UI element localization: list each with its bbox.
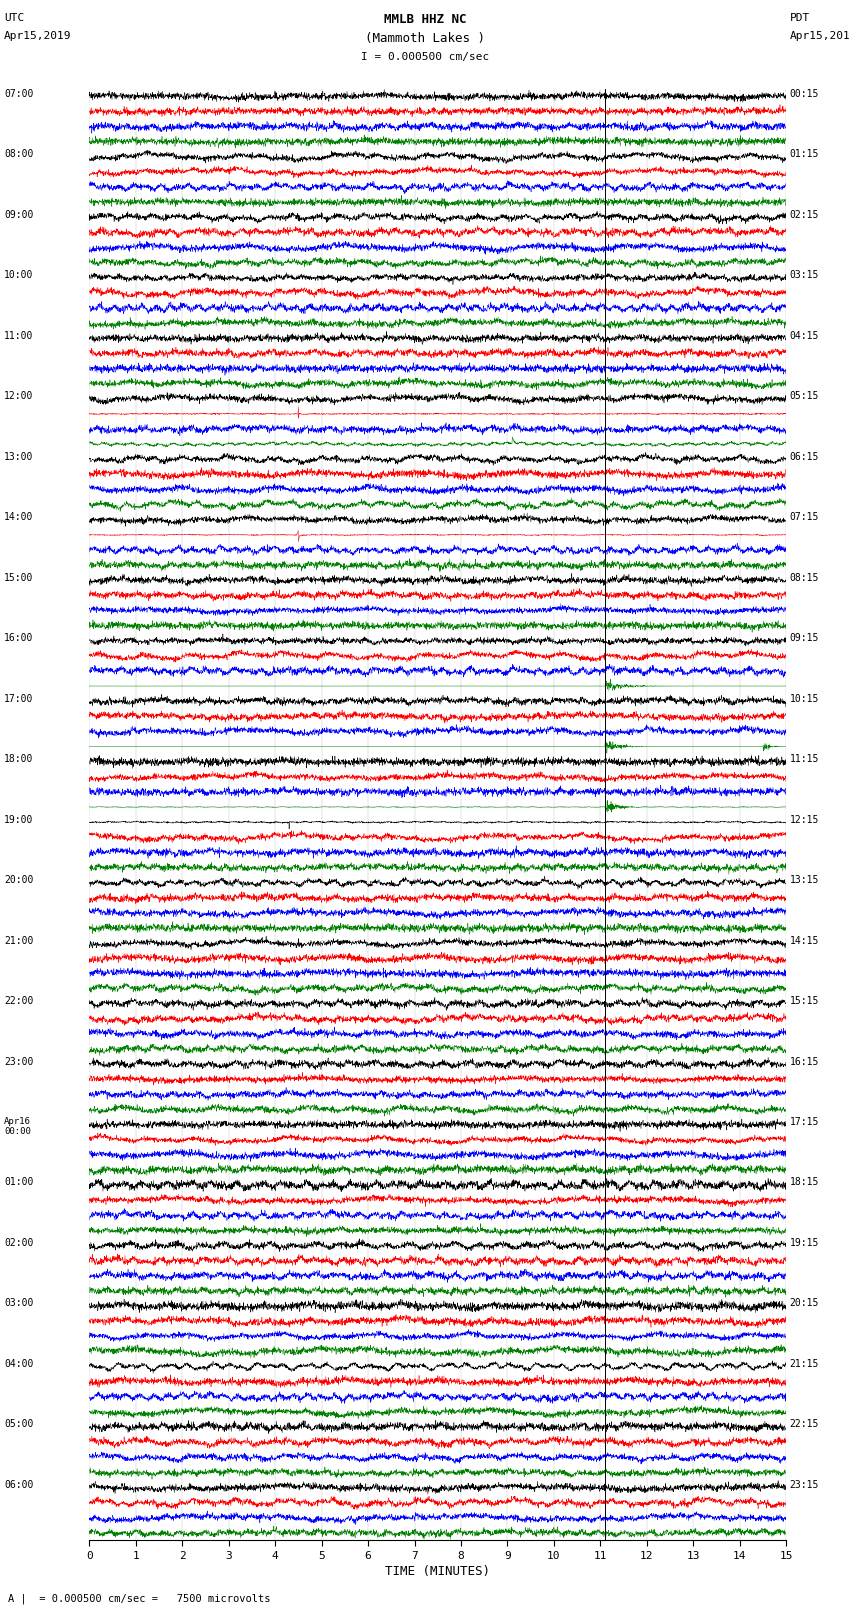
Text: PDT: PDT <box>790 13 810 23</box>
Text: 15:15: 15:15 <box>790 997 819 1007</box>
Text: 07:00: 07:00 <box>4 89 34 98</box>
Text: 03:15: 03:15 <box>790 271 819 281</box>
Text: 22:00: 22:00 <box>4 997 34 1007</box>
Text: 22:15: 22:15 <box>790 1419 819 1429</box>
Text: 07:15: 07:15 <box>790 513 819 523</box>
Text: 00:00: 00:00 <box>4 1126 31 1136</box>
Text: Apr15,2019: Apr15,2019 <box>4 31 71 40</box>
Text: 20:00: 20:00 <box>4 876 34 886</box>
Text: 18:00: 18:00 <box>4 755 34 765</box>
Text: 06:15: 06:15 <box>790 452 819 461</box>
Text: Apr16: Apr16 <box>4 1116 31 1126</box>
Text: 16:00: 16:00 <box>4 632 34 644</box>
Text: 09:00: 09:00 <box>4 210 34 219</box>
Text: 05:00: 05:00 <box>4 1419 34 1429</box>
Text: MMLB HHZ NC: MMLB HHZ NC <box>383 13 467 26</box>
Text: 05:15: 05:15 <box>790 392 819 402</box>
Text: 13:00: 13:00 <box>4 452 34 461</box>
Text: 18:15: 18:15 <box>790 1177 819 1187</box>
Text: 14:00: 14:00 <box>4 513 34 523</box>
Text: 21:00: 21:00 <box>4 936 34 945</box>
Text: 10:15: 10:15 <box>790 694 819 703</box>
Text: 04:15: 04:15 <box>790 331 819 340</box>
Text: 01:00: 01:00 <box>4 1177 34 1187</box>
Text: 19:15: 19:15 <box>790 1239 819 1248</box>
Text: 11:15: 11:15 <box>790 755 819 765</box>
Text: 02:15: 02:15 <box>790 210 819 219</box>
Text: 17:15: 17:15 <box>790 1116 819 1127</box>
Text: 15:00: 15:00 <box>4 573 34 582</box>
Text: 21:15: 21:15 <box>790 1358 819 1369</box>
Text: 12:15: 12:15 <box>790 815 819 824</box>
Text: 08:15: 08:15 <box>790 573 819 582</box>
Text: 03:00: 03:00 <box>4 1298 34 1308</box>
Text: 12:00: 12:00 <box>4 392 34 402</box>
Text: 23:00: 23:00 <box>4 1057 34 1066</box>
Text: 10:00: 10:00 <box>4 271 34 281</box>
Text: 16:15: 16:15 <box>790 1057 819 1066</box>
Text: 17:00: 17:00 <box>4 694 34 703</box>
Text: 00:15: 00:15 <box>790 89 819 98</box>
Text: 20:15: 20:15 <box>790 1298 819 1308</box>
Text: 09:15: 09:15 <box>790 632 819 644</box>
Text: 11:00: 11:00 <box>4 331 34 340</box>
Text: 14:15: 14:15 <box>790 936 819 945</box>
Text: 02:00: 02:00 <box>4 1239 34 1248</box>
Text: 06:00: 06:00 <box>4 1481 34 1490</box>
Text: 13:15: 13:15 <box>790 876 819 886</box>
X-axis label: TIME (MINUTES): TIME (MINUTES) <box>385 1565 490 1578</box>
Text: I = 0.000500 cm/sec: I = 0.000500 cm/sec <box>361 52 489 61</box>
Text: 19:00: 19:00 <box>4 815 34 824</box>
Text: UTC: UTC <box>4 13 25 23</box>
Text: A |  = 0.000500 cm/sec =   7500 microvolts: A | = 0.000500 cm/sec = 7500 microvolts <box>8 1594 271 1605</box>
Text: (Mammoth Lakes ): (Mammoth Lakes ) <box>365 32 485 45</box>
Text: 08:00: 08:00 <box>4 150 34 160</box>
Text: 01:15: 01:15 <box>790 150 819 160</box>
Text: Apr15,2019: Apr15,2019 <box>790 31 850 40</box>
Text: 23:15: 23:15 <box>790 1481 819 1490</box>
Text: 04:00: 04:00 <box>4 1358 34 1369</box>
